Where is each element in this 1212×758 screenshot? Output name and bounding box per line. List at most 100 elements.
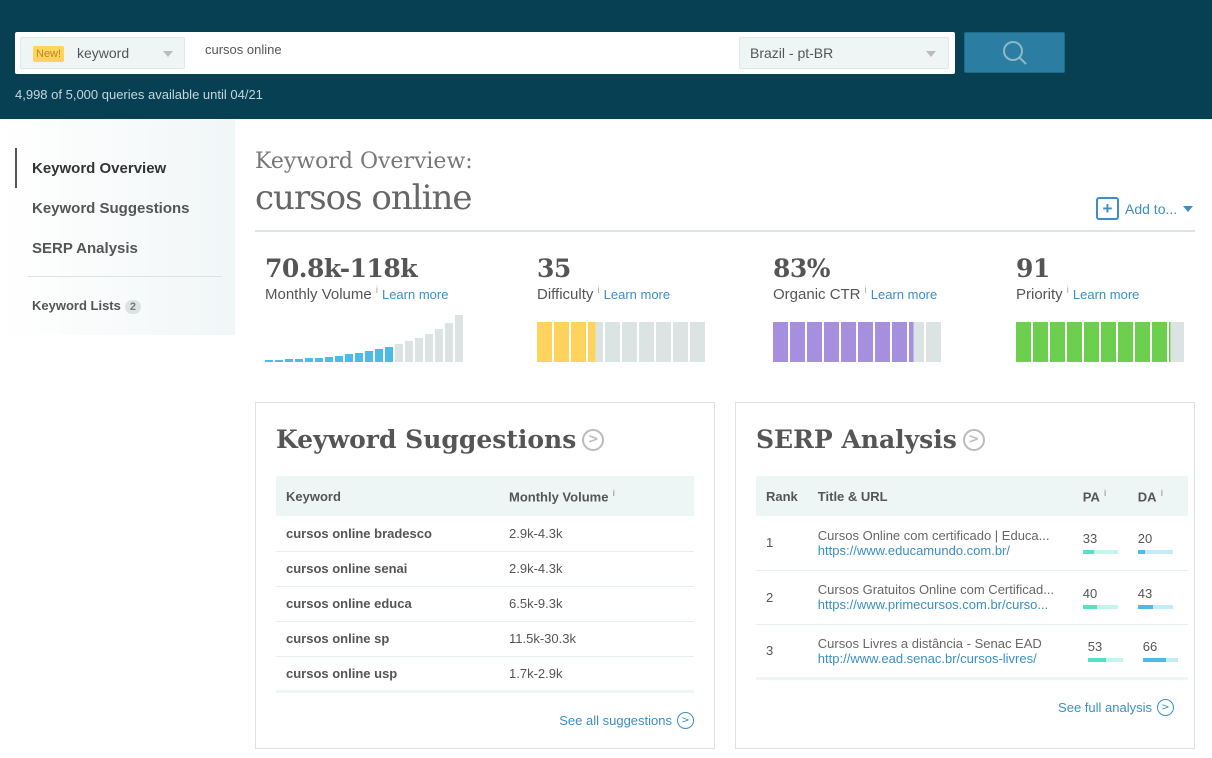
learn-more-link[interactable]: Learn more [603,287,671,302]
pa-bar-fill [1082,550,1095,555]
link-label: See full analysis [1058,700,1152,715]
volume-bar [385,347,393,362]
metric-label: Difficulty [537,286,594,303]
table-row: 1 Cursos Online com certificado | Educa.… [756,516,1188,571]
volume-bar [455,315,463,362]
sidebar-item-keyword-suggestions[interactable]: Keyword Suggestions [32,200,190,217]
result-title[interactable]: Cursos Online com certificado | Educa... [817,527,1050,543]
volume-bar [305,358,313,362]
rank-cell: 3 [756,624,808,680]
info-icon[interactable]: i [597,285,600,296]
sidebar-item-keyword-lists[interactable]: Keyword Lists 2 [32,298,141,314]
card-title[interactable]: SERP Analysis [756,425,957,454]
query-quota: 4,998 of 5,000 queries available until 0… [15,87,263,102]
card-title[interactable]: Keyword Suggestions [276,425,577,454]
da-bar [1142,658,1178,662]
active-indicator [15,148,17,188]
chevron-down-icon [163,51,173,57]
pa-bar [1082,550,1118,555]
sidebar-item-keyword-overview[interactable]: Keyword Overview [32,160,167,177]
da-bar-fill [1142,658,1166,662]
search-button[interactable] [964,32,1065,73]
serp-table: Rank Title & URL PA i DA i 1 Cursos Online co… [756,476,1188,680]
learn-more-link[interactable]: Learn more [381,287,449,302]
gauge-segment [1033,322,1048,362]
volume-bar [285,359,293,362]
divider [255,230,1195,232]
result-url[interactable]: https://www.primecursos.com.br/curso... [817,597,1049,612]
gauge-segment [1016,322,1031,362]
keyword-input[interactable] [205,42,705,57]
gauge-segment [639,322,654,362]
see-full-analysis-link[interactable]: See full analysis > [1058,699,1174,716]
search-type-dropdown[interactable]: New! keyword [20,37,185,69]
pa-value: 53 [1087,639,1103,654]
keyword-cell: cursos online educa [276,586,499,622]
learn-more-link[interactable]: Learn more [1072,287,1140,302]
volume-bar [275,360,283,362]
region-value: Brazil - pt-BR [750,45,834,61]
organic-ctr-gauge [773,322,941,362]
gauge-segment [1135,322,1150,362]
metric-value: 83% [773,254,831,283]
new-badge: New! [33,46,65,62]
result-title[interactable]: Cursos Livres a distância - Senac EAD [817,635,1042,651]
table-row: 3 Cursos Livres a distância - Senac EAD h… [756,624,1188,680]
volume-cell: 6.5k-9.3k [499,586,694,622]
result-title[interactable]: Cursos Gratuitos Online com Certificad..… [817,582,1055,597]
gauge-segment [1050,322,1065,362]
metric-difficulty: 35 Difficulty i Learn more [537,254,670,303]
table-row: cursos online bradesco 2.9k-4.3k [276,516,694,552]
volume-cell: 1.7k-2.9k [499,656,694,693]
cell: Cursos Online com certificado | Educa...… [807,516,1078,571]
region-dropdown[interactable]: Brazil - pt-BR [739,37,949,69]
table-row: cursos online sp 11.5k-30.3k [276,621,694,657]
volume-cell: 2.9k-4.3k [499,516,694,552]
metric-value: 91 [1016,254,1050,283]
gauge-segment [858,322,873,362]
chevron-right-icon[interactable]: > [582,428,605,451]
keyword-title: cursos online [255,178,472,218]
da-value: 43 [1137,585,1153,601]
add-to-button[interactable]: + Add to... [1096,197,1194,220]
add-to-label: Add to... [1125,200,1178,217]
gauge-segment [875,322,890,362]
gauge-segment [656,322,671,362]
suggestions-table: Keyword Monthly Volume i cursos online bra… [276,476,694,693]
see-all-suggestions-link[interactable]: See all suggestions > [559,712,694,729]
table-row: cursos online usp 1.7k-2.9k [276,656,694,693]
info-icon[interactable]: i [1160,487,1164,498]
table-row: cursos online educa 6.5k-9.3k [276,586,694,622]
da-bar-fill [1137,550,1145,555]
info-icon[interactable]: i [864,285,867,296]
info-icon[interactable]: i [375,285,378,296]
metric-label: Organic CTR [773,286,861,303]
sidebar-item-serp-analysis[interactable]: SERP Analysis [32,240,138,257]
metric-label: Monthly Volume [265,286,372,303]
gauge-segment [554,322,569,362]
info-icon[interactable]: i [612,487,615,498]
gauge-segment [537,322,552,362]
info-icon[interactable]: i [1066,285,1069,296]
metric-value: 70.8k-118k [265,254,418,283]
page-title: Keyword Overview: [255,149,473,174]
volume-bar [395,344,403,362]
column-header: DA i [1132,476,1188,516]
column-header: Rank [756,476,808,516]
divider [28,276,222,277]
search-type-value: keyword [77,45,130,61]
gauge-segment [1169,322,1184,362]
keyword-cell: cursos online bradesco [276,516,499,552]
learn-more-link[interactable]: Learn more [870,287,938,302]
info-icon[interactable]: i [1103,487,1107,498]
volume-bar [315,358,323,362]
gauge-segment [807,322,822,362]
volume-bar [405,341,413,362]
da-value: 20 [1137,531,1153,547]
gauge-segment [588,322,603,362]
chevron-right-icon[interactable]: > [962,428,985,451]
result-url[interactable]: http://www.ead.senac.br/cursos-livres/ [817,650,1037,666]
cell: 40 [1077,570,1133,625]
result-url[interactable]: https://www.educamundo.com.br/ [817,542,1010,558]
top-bar: New! keyword Brazil - pt-BR 4,998 of 5,0… [0,0,1212,119]
